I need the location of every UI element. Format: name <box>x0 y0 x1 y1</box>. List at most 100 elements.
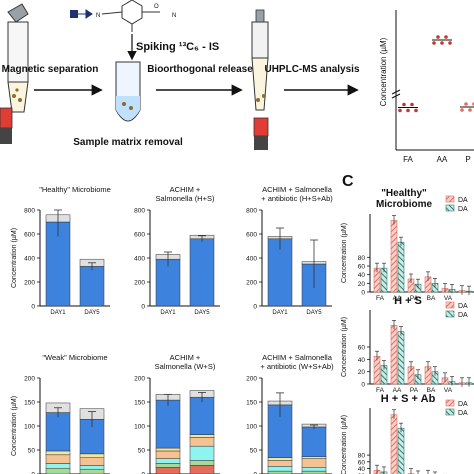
chart-title: Microbiome <box>376 199 433 210</box>
svg-text:N: N <box>96 13 100 19</box>
legend-label: DA <box>458 312 468 319</box>
stack-segment-peach <box>79 457 105 466</box>
y-tick-label: 0 <box>253 304 257 311</box>
legend-label: DA <box>458 401 468 408</box>
y-tick-label: 0 <box>31 304 35 311</box>
chart-title: Salmonella (H+S) <box>156 194 215 203</box>
stack-segment-blue <box>267 238 293 307</box>
y-axis-label: Concentration (µM) <box>341 223 348 283</box>
stack-segment-green <box>79 468 105 474</box>
y-tick-label: 200 <box>134 376 145 383</box>
y-tick-label: 0 <box>253 472 257 474</box>
inset-data-point <box>414 108 418 113</box>
y-tick-label: 200 <box>24 376 35 383</box>
x-tick-label: FA <box>376 295 385 302</box>
inset-data-point <box>406 108 410 113</box>
stacked-chart-4: "Weak" Microbiome 0 50 100 150 200 Concentrati… <box>11 353 110 474</box>
grouped-bar <box>373 355 381 385</box>
chart-title: Salmonella (W+S) <box>155 362 216 371</box>
stack-segment-yellow <box>79 453 105 458</box>
legend-swatch <box>445 195 455 203</box>
inset-x-tick-label: FA <box>403 155 413 164</box>
stack-segment-yellow <box>189 434 215 438</box>
legend-label: DA <box>458 197 468 204</box>
y-tick-label: 60 <box>358 345 366 352</box>
y-tick-label: 600 <box>246 232 257 239</box>
y-tick-label: 100 <box>24 424 35 431</box>
x-tick-label: VA <box>444 295 453 302</box>
stack-segment-blue <box>155 399 181 449</box>
stack-segment-cyan <box>267 466 293 472</box>
stacked-chart-6: ACHIM + Salmonella+ antibiotic (W+S+Ab) 0… <box>246 353 334 474</box>
stack-segment-cyan <box>45 463 71 469</box>
y-tick-label: 40 <box>358 272 366 279</box>
legend-swatch <box>445 301 455 309</box>
svg-text:N: N <box>172 13 176 19</box>
x-tick-label: DAY5 <box>194 310 210 316</box>
inset-x-tick-label: AA <box>437 155 448 164</box>
y-tick-label: 100 <box>246 424 257 431</box>
inset-data-point <box>464 102 468 106</box>
grouped-bar <box>390 325 398 385</box>
stack-segment-green <box>189 460 215 466</box>
legend-swatch <box>445 408 455 416</box>
chart-title: H + S <box>394 295 422 307</box>
x-tick-label: DAY1 <box>160 310 176 316</box>
x-tick-label: DAY1 <box>50 310 66 316</box>
y-tick-label: 20 <box>358 369 366 376</box>
legend-swatch <box>445 204 455 212</box>
stack-segment-yellow <box>301 456 327 459</box>
svg-text:O: O <box>154 4 159 10</box>
stack-segment-yellow <box>45 450 71 456</box>
x-tick-label: PA <box>410 387 419 394</box>
y-tick-label: 400 <box>24 256 35 263</box>
inset-data-points <box>398 35 474 113</box>
x-tick-label: FA <box>376 387 385 394</box>
stack-segment-red <box>189 465 215 474</box>
stack-segment-blue <box>189 396 215 435</box>
stack-segment-peach <box>189 437 215 447</box>
chart-title: + antibiotic (W+S+Ab) <box>260 362 334 371</box>
stack-segment-blue <box>155 258 181 307</box>
y-tick-label: 0 <box>361 382 365 389</box>
inset-data-point <box>432 41 436 45</box>
grouped-bar <box>397 331 405 385</box>
y-tick-label: 600 <box>24 232 35 239</box>
chart-title: "Healthy" <box>381 188 427 199</box>
y-tick-label: 400 <box>134 256 145 263</box>
inset-y-axis-label: Concentration (µM) <box>379 37 388 106</box>
reagent-label: Spiking ¹³C₆ - IS <box>136 41 219 53</box>
inset-data-point <box>448 41 452 45</box>
step-label-uhplc: UHPLC-MS analysis <box>264 64 359 75</box>
inset-data-point <box>468 108 472 112</box>
stack-segment-cyan <box>301 467 327 472</box>
y-tick-label: 150 <box>246 400 257 407</box>
y-tick-label: 200 <box>246 280 257 287</box>
sample-tube-icon <box>115 61 141 122</box>
y-tick-label: 80 <box>358 255 366 262</box>
y-tick-label: 100 <box>134 424 145 431</box>
y-tick-label: 80 <box>358 453 366 460</box>
grouped-bar <box>397 427 405 474</box>
stack-segment-yellow <box>267 457 293 461</box>
x-tick-label: AA <box>393 387 402 394</box>
step-label-magnetic: Magnetic separation <box>2 64 99 75</box>
grouped-chart-2: H + S DA DA 0 20 40 60 Concentration (µM) FA AA PA… <box>341 295 474 394</box>
step-label-release: Bioorthogonal release <box>147 64 253 75</box>
y-tick-label: 200 <box>134 280 145 287</box>
stack-segment-peach <box>301 458 327 468</box>
stack-segment-blue <box>189 238 215 307</box>
y-tick-label: 20 <box>358 473 366 474</box>
inset-x-ticks: FA AA P <box>403 155 471 164</box>
x-tick-label: DAY1 <box>272 310 288 316</box>
stack-segment-cyan <box>79 465 105 470</box>
inset-x-tick-label: P <box>465 155 470 164</box>
y-tick-label: 800 <box>24 208 35 215</box>
y-tick-label: 200 <box>24 280 35 287</box>
x-tick-label: BA <box>427 387 436 394</box>
inset-data-point <box>440 41 444 45</box>
workflow-panel: N O N Spiking ¹³C₆ - IS Magnetic separat… <box>0 0 474 164</box>
y-tick-label: 800 <box>134 208 145 215</box>
y-tick-label: 60 <box>358 459 366 466</box>
